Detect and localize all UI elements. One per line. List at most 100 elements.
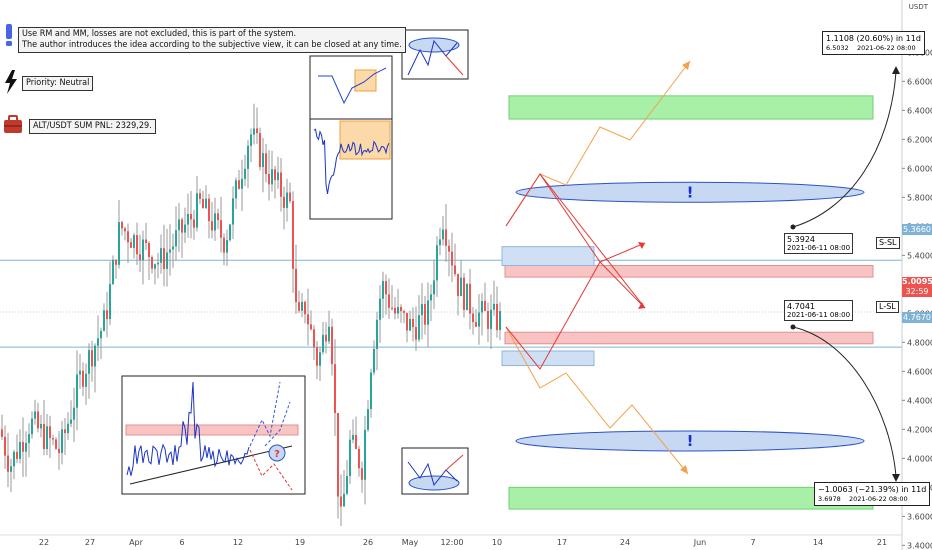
- candle-down: [58, 448, 60, 453]
- candle-down: [292, 201, 294, 269]
- x-tick-label: 7: [750, 538, 755, 547]
- candle-up: [10, 466, 12, 472]
- candle-up: [103, 310, 105, 331]
- candle-up: [373, 348, 375, 373]
- priority-text: Priority: Neutral: [26, 78, 90, 88]
- candle-down: [448, 245, 450, 252]
- x-tick-label: 17: [557, 538, 567, 547]
- candle-down: [256, 128, 258, 134]
- candle-up: [85, 373, 87, 387]
- candle-up: [442, 229, 444, 240]
- candle-up: [46, 426, 48, 450]
- candle-up: [379, 298, 381, 320]
- candle-down: [91, 350, 93, 367]
- candle-down: [298, 302, 300, 311]
- candle-down: [130, 242, 132, 248]
- disclaimer-line-2: The author introduces the idea according…: [22, 40, 402, 50]
- candle-up: [133, 235, 135, 248]
- lower-target-change: −1.0063 (−21.39%) in 11d: [818, 485, 927, 494]
- candle-down: [451, 251, 453, 266]
- long-stop-label: L-SL: [876, 301, 899, 313]
- candle-up: [490, 309, 492, 329]
- inset-top-ellipse: [408, 37, 460, 53]
- candle-up: [301, 301, 303, 311]
- candle-down: [268, 174, 270, 185]
- lower-target-box: −1.0063 (−21.39%) in 11d 3.6978 2021-06-…: [814, 482, 931, 506]
- candle-up: [34, 411, 36, 419]
- candle-up: [67, 423, 69, 434]
- candle-down: [406, 312, 408, 331]
- resistance-price-tag: 5.3660: [902, 224, 932, 235]
- candle-down: [472, 313, 474, 323]
- inset-top-blue: [407, 39, 458, 76]
- y-tick-label: 3.4000: [907, 541, 932, 550]
- candle-up: [70, 419, 72, 424]
- candle-up: [157, 262, 159, 265]
- candle-down: [148, 242, 150, 258]
- resistance-price: 5.3660: [903, 225, 931, 234]
- candle-down: [391, 307, 393, 309]
- support-price: 4.7670: [903, 313, 931, 322]
- candle-down: [415, 327, 417, 340]
- candle-up: [376, 319, 378, 349]
- candles-layer: [1, 103, 501, 526]
- candle-down: [388, 294, 390, 308]
- countdown: 32:59: [905, 287, 929, 296]
- candle-up: [235, 180, 237, 199]
- candle-down: [463, 277, 465, 310]
- candle-down: [313, 329, 315, 348]
- inset-range-down-dashed: [249, 449, 293, 491]
- candle-up: [172, 246, 174, 250]
- candle-down: [445, 229, 447, 246]
- x-tick-label: 12:00: [440, 538, 463, 547]
- candle-down: [52, 438, 54, 440]
- price-axis: 3.40003.60003.80004.00004.20004.40004.60…: [901, 0, 932, 550]
- candle-down: [412, 318, 414, 328]
- candle-up: [97, 338, 99, 346]
- short-point-time: 2021-06-11 08:00: [787, 244, 851, 252]
- connector-lower-head: [892, 474, 900, 482]
- candle-down: [211, 221, 213, 231]
- candle-up: [430, 294, 432, 301]
- lower-target-meta: 3.6978 2021-06-22 08:00: [818, 495, 926, 503]
- candle-down: [289, 192, 291, 202]
- upper-ellipse: [515, 181, 865, 203]
- lightning-icon: [4, 70, 18, 99]
- candle-up: [109, 284, 111, 320]
- candle-down: [220, 220, 222, 238]
- candle-down: [4, 436, 6, 456]
- scenario-paths: [505, 60, 900, 482]
- candle-down: [37, 411, 39, 429]
- inset-range-price: [126, 381, 250, 476]
- candle-up: [241, 178, 243, 189]
- inset-pattern-line: [318, 67, 387, 105]
- y-tick-label: 6.0000: [907, 164, 932, 173]
- entry-zone-upper: [501, 246, 595, 266]
- candle-down: [454, 265, 456, 275]
- x-tick-label: 12: [233, 538, 243, 547]
- candle-up: [481, 301, 483, 313]
- exclamation-icon: [5, 24, 13, 51]
- pnl-text: ALT/USDT SUM PNL: 2329,29.: [33, 121, 152, 131]
- upper-target-change: 1.1108 (20.60%) in 11d: [826, 34, 921, 43]
- candle-up: [352, 434, 354, 440]
- upper-target-time: 2021-06-22 08:00: [857, 44, 916, 52]
- connector-lower: [792, 326, 897, 477]
- candle-down: [199, 193, 201, 199]
- long-point-marker: [790, 324, 796, 330]
- candle-up: [349, 439, 351, 477]
- inset-range-question: ?: [274, 449, 280, 460]
- scenario-short-target: [505, 326, 689, 475]
- y-tick-label: 5.4000: [907, 251, 932, 260]
- y-tick-label: 3.6000: [907, 512, 932, 521]
- lower-target-time: 2021-06-22 08:00: [849, 495, 908, 503]
- candle-up: [100, 330, 102, 339]
- inset-price-line: [313, 128, 390, 194]
- x-tick-label: Jun: [693, 538, 707, 547]
- candle-up: [382, 281, 384, 299]
- disclaimer-line-1: Use RM and MM, losses are not excluded, …: [22, 29, 297, 39]
- y-tick-label: 6.4000: [907, 106, 932, 115]
- upper-target-meta: 6.5032 2021-06-22 08:00: [826, 44, 921, 52]
- candle-down: [22, 441, 24, 452]
